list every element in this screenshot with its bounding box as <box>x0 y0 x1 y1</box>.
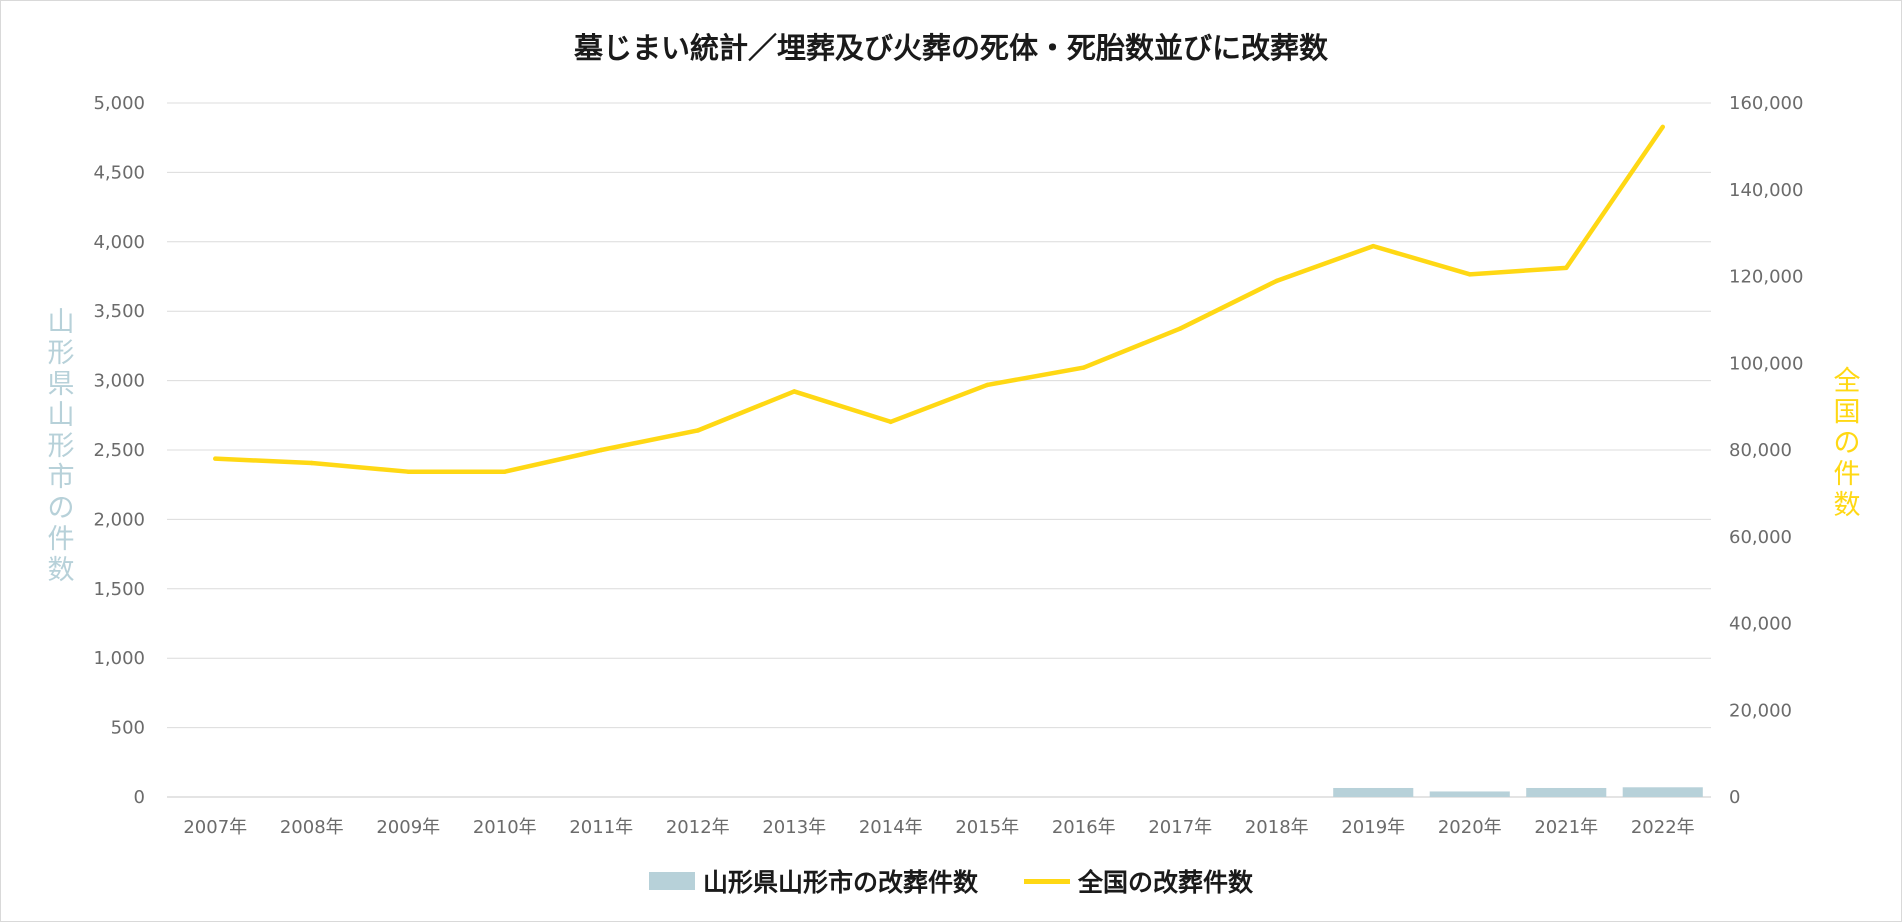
y-left-tick-label: 5,000 <box>93 93 145 114</box>
line-segment <box>1081 326 1183 370</box>
x-tick-label: 2017年 <box>1148 817 1212 838</box>
line-segment <box>309 460 411 474</box>
x-tick-label: 2013年 <box>762 817 826 838</box>
line-segment <box>502 447 604 474</box>
x-tick-label: 2014年 <box>859 817 923 838</box>
axis-label-char: の <box>47 493 75 524</box>
line-segment <box>599 428 700 453</box>
y-left-tick-label: 3,500 <box>93 301 145 322</box>
line-segment <box>985 365 1086 388</box>
y-left-tick-label: 2,000 <box>93 509 145 530</box>
line-segment <box>888 382 990 425</box>
legend-item-bar: 山形県山形市の改葬件数 <box>648 863 978 899</box>
y-left-tick-label: 4,000 <box>93 232 145 253</box>
x-tick-label: 2015年 <box>955 817 1019 838</box>
y-right-tick-label: 140,000 <box>1729 180 1803 201</box>
y-right-tick-label: 80,000 <box>1729 440 1792 461</box>
y-left-tick-label: 3,000 <box>93 371 145 392</box>
legend-swatch-line <box>1024 878 1070 884</box>
legend: 山形県山形市の改葬件数 全国の改葬件数 <box>1 863 1901 899</box>
bar <box>1429 791 1510 797</box>
y-right-tick-label: 120,000 <box>1729 267 1803 288</box>
x-tick-label: 2018年 <box>1245 817 1309 838</box>
axis-label-char: 件 <box>47 524 75 555</box>
axis-label-char: 件 <box>1833 459 1861 490</box>
axis-label-char: 全 <box>1833 366 1861 397</box>
bar <box>1526 787 1607 797</box>
y-right-tick-label: 60,000 <box>1729 527 1792 548</box>
line-segment <box>1274 243 1376 284</box>
y-left-tick-label: 1,500 <box>93 579 145 600</box>
line-segment <box>1564 124 1665 271</box>
line-segment <box>1371 243 1472 277</box>
line-segment <box>695 389 797 433</box>
legend-item-line: 全国の改葬件数 <box>1024 863 1253 899</box>
axis-label-char: 形 <box>47 431 75 462</box>
y-left-tick-label: 1,000 <box>93 648 145 669</box>
x-tick-label: 2016年 <box>1052 817 1116 838</box>
x-tick-label: 2009年 <box>376 817 440 838</box>
axis-label-char: 数 <box>47 555 75 586</box>
chart-title: 墓じまい統計／埋葬及び火葬の死体・死胎数並びに改葬数 <box>573 31 1328 65</box>
x-tick-label: 2019年 <box>1341 817 1405 838</box>
y-right-tick-label: 0 <box>1729 787 1740 808</box>
x-tick-label: 2007年 <box>183 817 247 838</box>
axis-label-char: 市 <box>47 462 75 493</box>
x-tick-label: 2011年 <box>569 817 633 838</box>
y-left-tick-label: 500 <box>111 718 145 739</box>
x-tick-label: 2010年 <box>473 817 537 838</box>
y-left-tick-label: 4,500 <box>93 162 145 183</box>
line-segment <box>792 389 893 425</box>
y-right-tick-label: 20,000 <box>1729 700 1792 721</box>
legend-swatch-bar <box>648 872 695 890</box>
y-right-tick-label: 100,000 <box>1729 353 1803 374</box>
axis-label-char: 県 <box>47 369 75 400</box>
x-tick-label: 2020年 <box>1438 817 1502 838</box>
chart-canvas: 0 500 1,000 1,500 2,000 2,500 3,000 3,500 4,000 4… <box>93 93 1803 838</box>
legend-label-bar: 山形県山形市の改葬件数 <box>702 868 978 897</box>
x-tick-label: 2021年 <box>1534 817 1598 838</box>
y-left-tick-label: 2,500 <box>93 440 145 461</box>
line-segment <box>1178 278 1279 331</box>
axis-label-char: 山 <box>47 307 75 338</box>
legend-label-line: 全国の改葬件数 <box>1078 868 1254 897</box>
y-right-tick-label: 160,000 <box>1729 93 1803 114</box>
line-segment <box>1467 265 1569 277</box>
bar <box>1333 787 1414 797</box>
y-right-tick-label: 40,000 <box>1729 614 1792 635</box>
y-left-tick-label: 0 <box>134 787 145 808</box>
axis-label-char: 形 <box>47 338 75 369</box>
left-axis-label: 山形県山形市の件数 <box>43 307 79 586</box>
x-tick-label: 2008年 <box>280 817 344 838</box>
x-tick-label: 2012年 <box>666 817 730 838</box>
axis-label-char: の <box>1833 428 1861 459</box>
line-segment <box>213 456 314 466</box>
x-tick-label: 2022年 <box>1631 817 1695 838</box>
axis-label-char: 数 <box>1833 490 1861 521</box>
right-axis-label: 全国の件数 <box>1829 366 1865 521</box>
axis-label-char: 山 <box>47 400 75 431</box>
bar <box>1622 787 1703 797</box>
axis-label-char: 国 <box>1833 397 1861 428</box>
